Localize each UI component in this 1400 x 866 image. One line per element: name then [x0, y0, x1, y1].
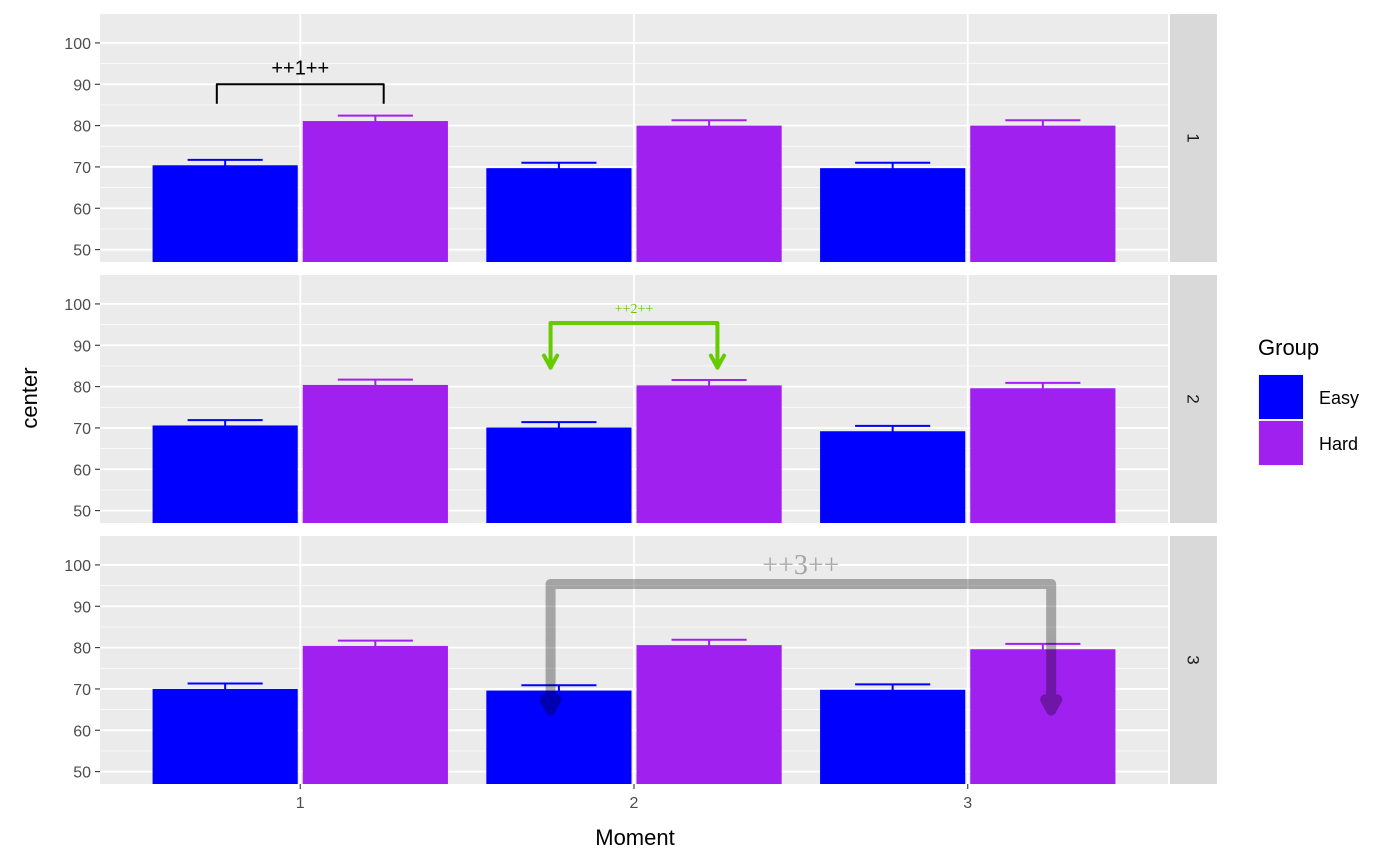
- y-tick-label: 100: [64, 297, 91, 314]
- error-bar-easy-moment-2: [521, 161, 597, 175]
- y-tick-label: 80: [73, 641, 91, 658]
- bar-easy-moment-1: [152, 425, 298, 523]
- y-tick-label: 80: [73, 119, 91, 136]
- error-bar-easy-moment-2: [521, 684, 597, 697]
- significance-bracket: [541, 320, 727, 370]
- bracket-label: ++2++: [615, 302, 654, 317]
- error-bar-easy-moment-1: [187, 158, 263, 172]
- error-bar-easy-moment-2: [521, 421, 597, 434]
- error-bar-hard-moment-2: [671, 638, 747, 652]
- error-bar-hard-moment-3: [1005, 381, 1081, 395]
- y-tick-label: 50: [73, 243, 91, 260]
- y-tick-label: 60: [73, 201, 91, 218]
- bracket-label: ++1++: [271, 57, 329, 79]
- y-tick-label: 100: [64, 558, 91, 575]
- y-tick-label: 70: [73, 160, 91, 177]
- x-axis-title: Moment: [595, 825, 674, 850]
- facet-panel-1: 50 60 70 80 90 100 ++1++ 1: [64, 14, 1217, 262]
- error-bar-easy-moment-1: [187, 682, 263, 696]
- y-tick-label: 50: [73, 504, 91, 521]
- legend-label-hard: Hard: [1319, 434, 1358, 454]
- bracket-label: ++3++: [762, 550, 839, 581]
- bar-easy-moment-1: [152, 688, 298, 784]
- y-tick-label: 60: [73, 723, 91, 740]
- bracket-arrowhead: [539, 694, 562, 716]
- y-axis-title: center: [17, 367, 42, 428]
- y-tick-label: 90: [73, 599, 91, 616]
- bar-easy-moment-2: [486, 690, 632, 784]
- bar-easy-moment-2: [486, 168, 632, 262]
- x-tick-label: 1: [296, 795, 305, 812]
- legend: Group Easy Hard: [1258, 335, 1359, 466]
- error-bar-hard-moment-2: [671, 378, 747, 392]
- bar-easy-moment-1: [152, 165, 298, 262]
- facet-strip-label: 1: [1184, 133, 1203, 142]
- bar-hard-moment-2: [636, 125, 782, 262]
- facet-strip: [1170, 275, 1217, 523]
- error-bar-hard-moment-1: [337, 114, 413, 128]
- error-bar-easy-moment-1: [187, 419, 263, 432]
- x-tick-label: 3: [963, 795, 972, 812]
- bar-hard-moment-1: [302, 121, 448, 262]
- y-tick-label: 80: [73, 380, 91, 397]
- facet-strip: [1170, 14, 1217, 262]
- x-tick-label: 2: [630, 795, 639, 812]
- facet-strip-label: 3: [1184, 655, 1203, 664]
- y-tick-label: 100: [64, 36, 91, 53]
- error-bar-hard-moment-1: [337, 378, 413, 392]
- bar-hard-moment-2: [636, 645, 782, 784]
- y-tick-label: 90: [73, 338, 91, 355]
- facet-panel-3: 50 60 70 80 90 100 ++3++ 3: [64, 536, 1217, 784]
- error-bar-hard-moment-3: [1005, 642, 1081, 656]
- y-tick-label: 70: [73, 421, 91, 438]
- significance-bracket: [215, 83, 385, 104]
- bracket-arrowhead: [541, 353, 560, 370]
- bar-hard-moment-3: [970, 388, 1116, 523]
- y-tick-label: 70: [73, 682, 91, 699]
- y-tick-label: 90: [73, 77, 91, 94]
- bar-hard-moment-3: [970, 649, 1116, 784]
- y-tick-label: 60: [73, 462, 91, 479]
- legend-key-hard: [1259, 421, 1303, 465]
- error-bar-hard-moment-1: [337, 639, 413, 653]
- bar-easy-moment-3: [820, 431, 966, 523]
- legend-key-easy: [1259, 375, 1303, 419]
- bar-easy-moment-2: [486, 427, 632, 523]
- bar-easy-moment-3: [820, 689, 966, 784]
- legend-title: Group: [1258, 335, 1319, 360]
- bar-hard-moment-1: [302, 645, 448, 784]
- facet-strip-label: 2: [1184, 394, 1203, 403]
- bar-hard-moment-2: [636, 385, 782, 523]
- legend-label-easy: Easy: [1319, 388, 1359, 408]
- error-bar-easy-moment-3: [855, 161, 931, 175]
- bar-hard-moment-1: [302, 384, 448, 523]
- facet-panel-2: 50 60 70 80 90 100 ++2++ 2: [64, 275, 1217, 523]
- significance-bracket: [539, 578, 1063, 716]
- facet-strip: [1170, 536, 1217, 784]
- bar-hard-moment-3: [970, 125, 1116, 262]
- bracket-arrowhead: [708, 353, 727, 370]
- error-bar-hard-moment-3: [1005, 119, 1081, 132]
- error-bar-hard-moment-2: [671, 119, 747, 132]
- bracket-arrowhead: [1040, 694, 1063, 716]
- error-bar-easy-moment-3: [855, 683, 931, 697]
- bar-easy-moment-3: [820, 168, 966, 262]
- x-axis: 1 2 3: [296, 784, 972, 812]
- y-tick-label: 50: [73, 765, 91, 782]
- error-bar-easy-moment-3: [855, 424, 931, 438]
